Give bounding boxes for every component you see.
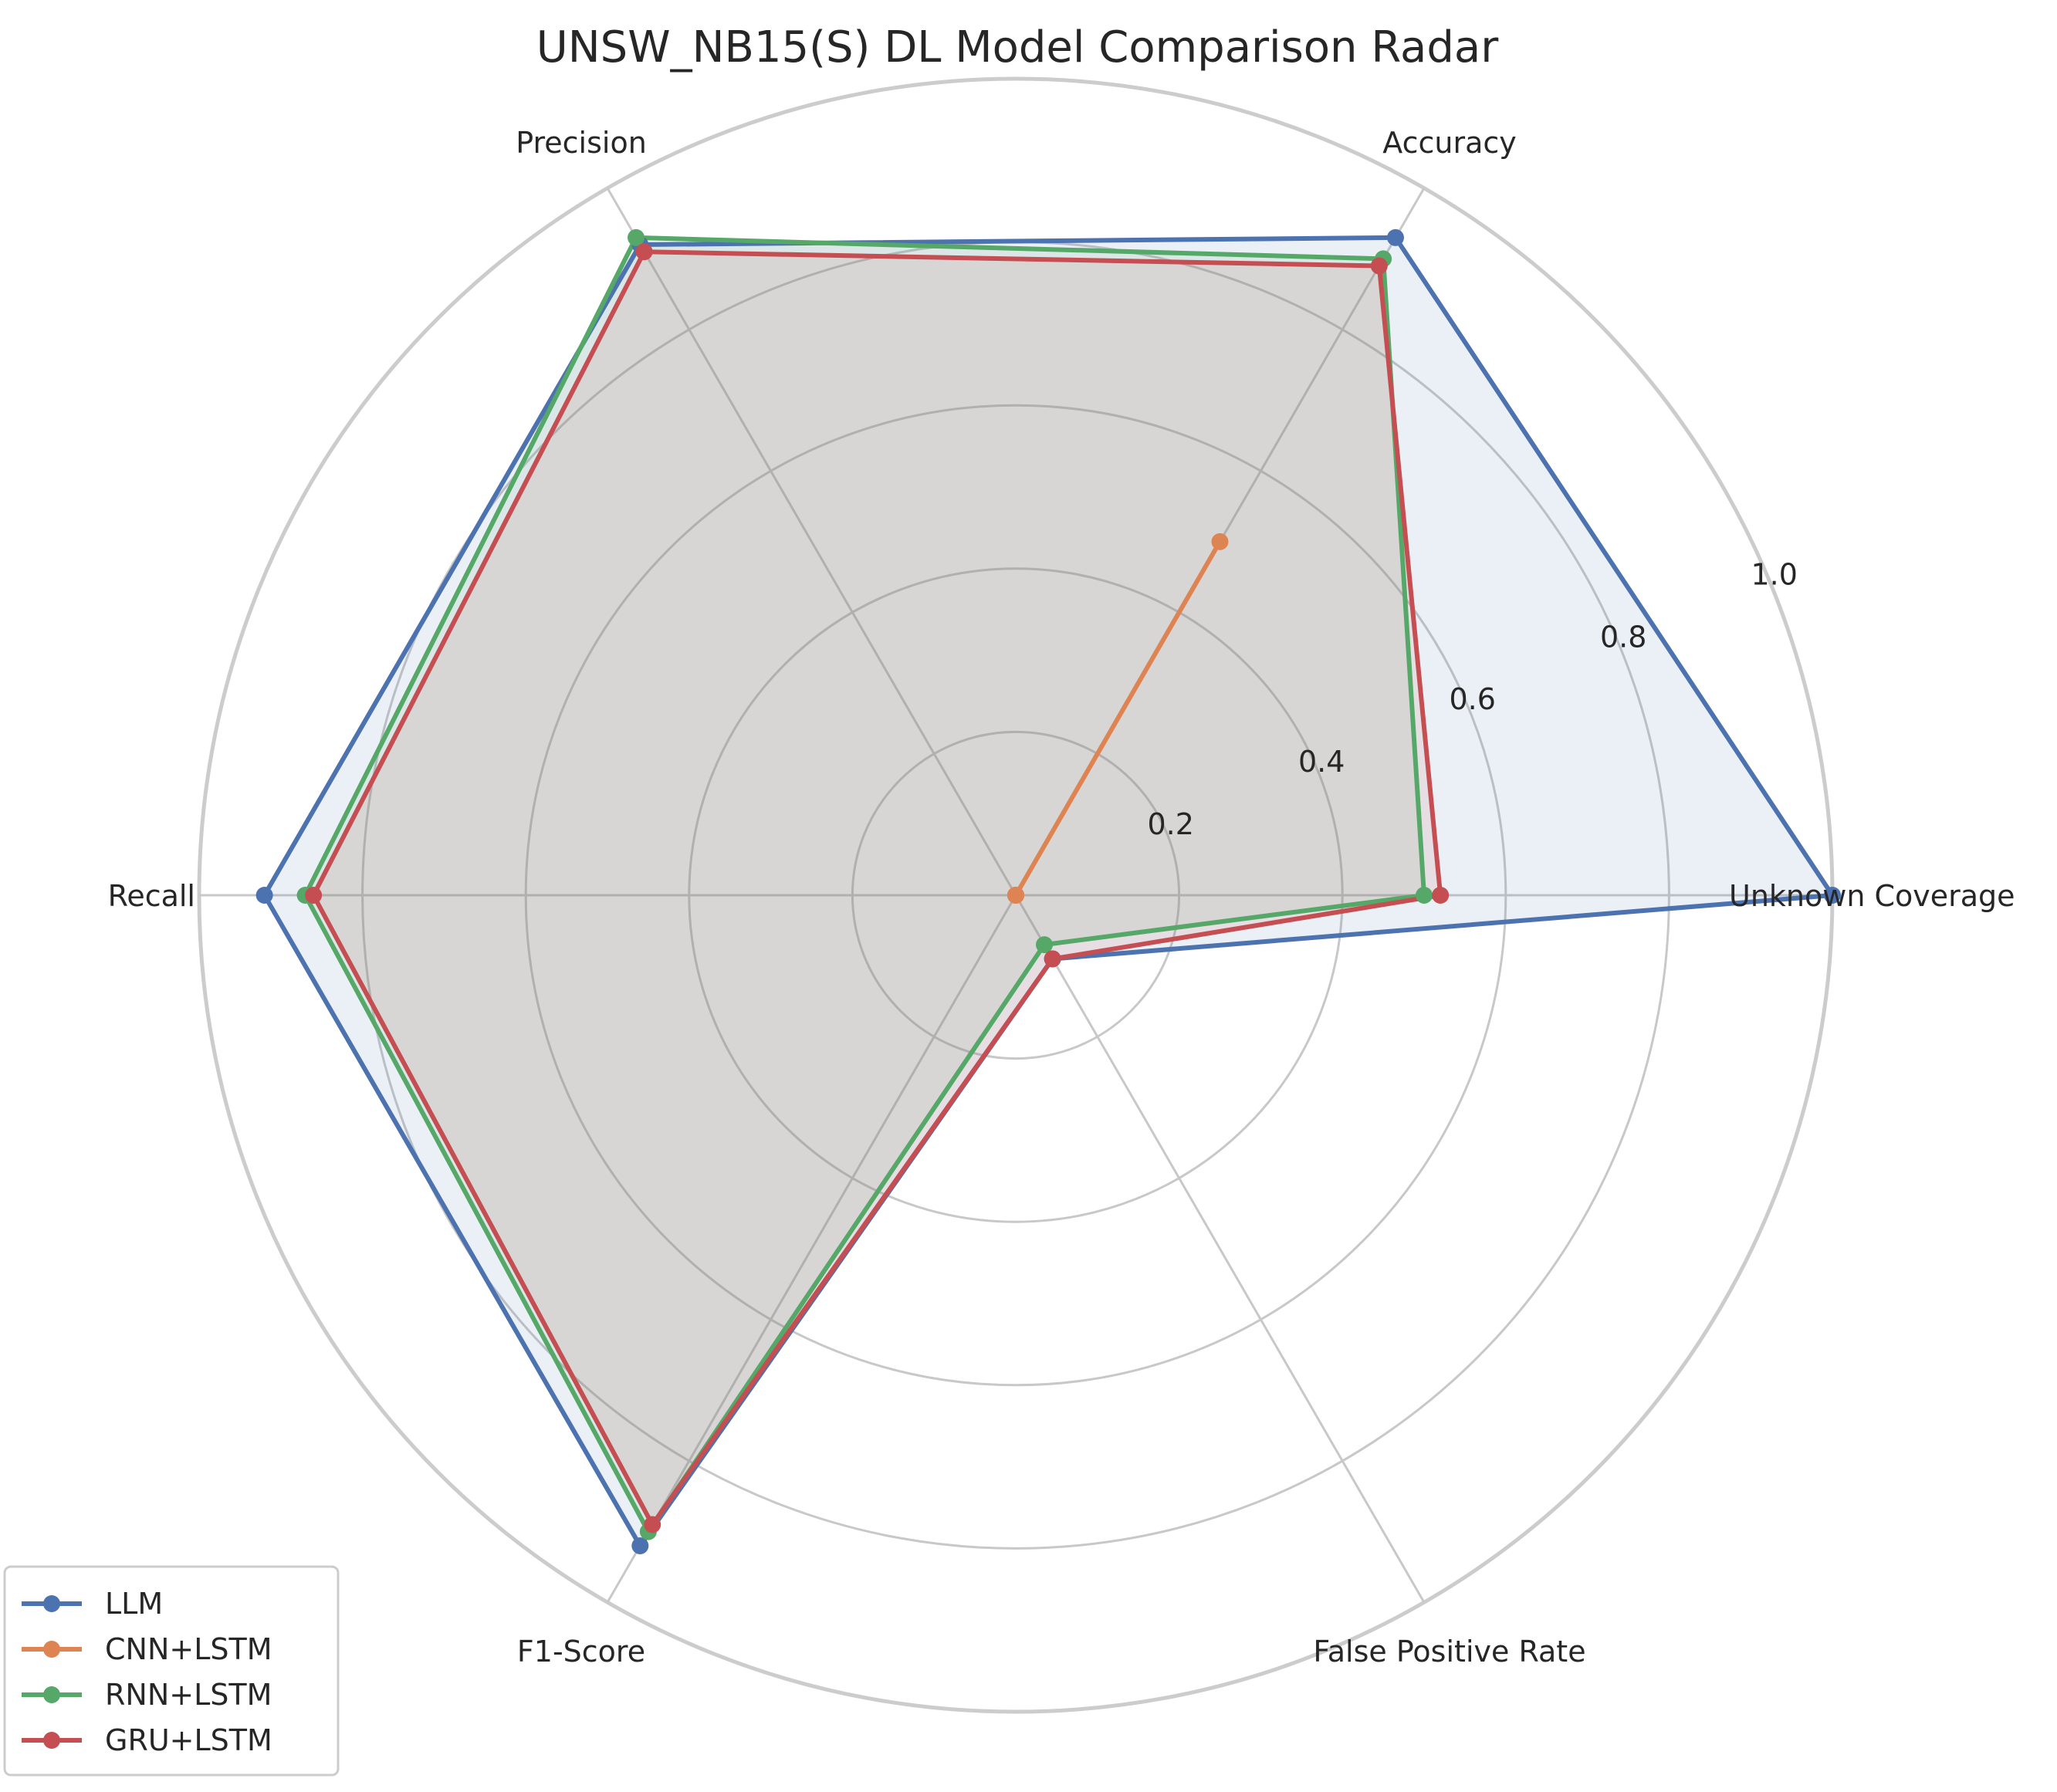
tick-label-0-4: 0.4: [1298, 745, 1345, 779]
point-cnn-lstm-false-positive-rate: [1007, 887, 1024, 904]
spoke-false-positive-rate: [1014, 894, 1426, 1604]
axis-label-f1-score: F1-Score: [517, 1635, 645, 1669]
legend-item-llm: LLM: [22, 1587, 163, 1621]
legend-box: [3, 1565, 340, 1777]
legend-label-rnn-lstm: RNN+LSTM: [105, 1678, 272, 1712]
point-gru-lstm-f1-score: [644, 1516, 661, 1533]
legend: LLM CNN+LSTM RNN+LSTM GRU+LSTM: [3, 1565, 340, 1777]
axis-label-unknown-coverage: Unknown Coverage: [1729, 879, 2015, 913]
tick-label-0-6: 0.6: [1449, 682, 1495, 716]
legend-item-gru-lstm: GRU+LSTM: [22, 1723, 272, 1757]
legend-label-llm: LLM: [105, 1587, 163, 1621]
tick-label-1-0: 1.0: [1751, 557, 1797, 591]
point-cnn-lstm-accuracy: [1211, 533, 1229, 550]
legend-label-gru-lstm: GRU+LSTM: [105, 1723, 272, 1757]
radial-tick-labels: 0.2 0.4 0.6 0.8 1.0: [1148, 557, 1798, 841]
series-fill-llm: [264, 237, 1833, 1546]
axis-labels: Unknown Coverage Accuracy Precision Recall F…: [108, 126, 2015, 1669]
legend-item-cnn-lstm: CNN+LSTM: [22, 1632, 272, 1666]
axis-label-recall: Recall: [108, 879, 195, 913]
radar-grid: [197, 76, 1835, 1714]
tick-label-0-2: 0.2: [1148, 807, 1194, 841]
point-llm-recall: [255, 887, 273, 904]
legend-marker-gru-lstm: [43, 1732, 60, 1749]
point-llm-f1-score: [631, 1537, 649, 1554]
series-fills: [264, 237, 1833, 1546]
tick-label-0-8: 0.8: [1600, 620, 1646, 654]
legend-label-cnn-lstm: CNN+LSTM: [105, 1632, 272, 1666]
series-fill-rnn-lstm: [305, 237, 1424, 1532]
series-points: [255, 228, 1841, 1554]
point-rnn-lstm-precision: [628, 228, 645, 246]
axis-label-false-positive-rate: False Positive Rate: [1313, 1635, 1585, 1669]
series-fill-gru-lstm: [313, 252, 1441, 1525]
point-rnn-lstm-unknown-coverage: [1416, 887, 1433, 904]
point-gru-lstm-false-positive-rate: [1044, 950, 1061, 968]
point-llm-accuracy: [1386, 228, 1404, 246]
point-gru-lstm-recall: [305, 887, 323, 904]
point-rnn-lstm-false-positive-rate: [1036, 936, 1054, 954]
legend-item-rnn-lstm: RNN+LSTM: [22, 1678, 272, 1712]
chart-title: UNSW_NB15(S) DL Model Comparison Radar: [536, 22, 1499, 73]
point-llm-unknown-coverage: [1824, 887, 1841, 904]
axis-label-precision: Precision: [516, 126, 647, 160]
legend-marker-llm: [43, 1595, 60, 1612]
axis-label-accuracy: Accuracy: [1382, 126, 1517, 160]
legend-marker-rnn-lstm: [43, 1686, 60, 1703]
spoke-f1-score: [606, 894, 1017, 1604]
spoke-precision: [606, 187, 1017, 896]
point-gru-lstm-precision: [635, 243, 653, 261]
point-gru-lstm-accuracy: [1370, 257, 1388, 275]
legend-marker-cnn-lstm: [43, 1641, 60, 1658]
point-gru-lstm-unknown-coverage: [1432, 887, 1450, 904]
